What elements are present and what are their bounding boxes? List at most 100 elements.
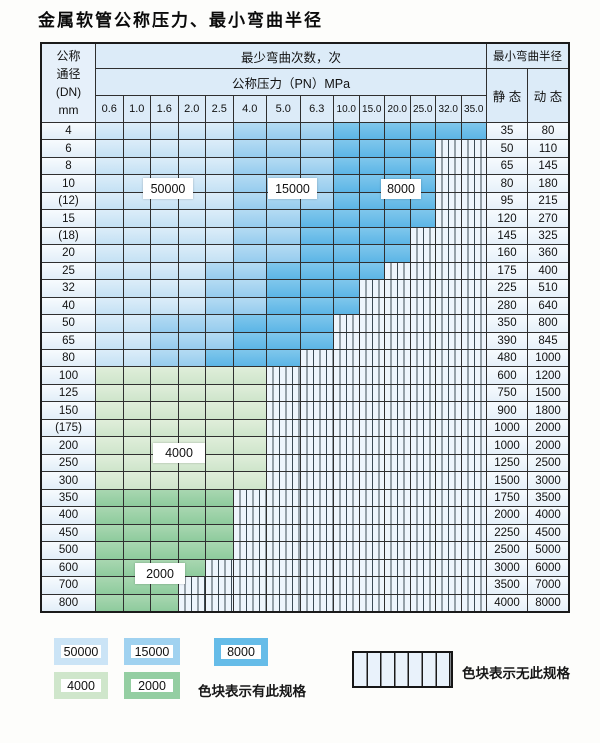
nominal-pressure-header: 公称压力（PN）MPa [96,69,486,95]
spec-cell-none [385,437,410,454]
spec-cell [151,280,178,297]
spec-cell [178,245,205,262]
pressure-tick-2.0: 2.0 [178,96,205,122]
spec-cell-none [334,384,359,402]
spec-cell [96,315,123,332]
pressure-tick-20.0: 20.0 [385,96,410,122]
spec-cell-none [267,524,300,542]
static-radius-cell: 3000 [487,559,527,577]
spec-cell [233,280,266,297]
dynamic-radius-cell: 180 [528,175,568,192]
spec-cell [206,384,233,402]
dynamic-radius-cell: 145 [528,157,568,175]
spec-cell [123,245,150,262]
spec-cell-none [436,297,461,315]
dn-header-line: 公称 [56,49,81,63]
spec-cell [96,140,123,157]
spec-cell [334,262,359,280]
legend-box-4000: 4000 [54,672,108,699]
spec-cell-none [410,297,435,315]
spec-cell [300,280,333,297]
spec-cell-none [267,367,300,384]
spec-cell-none [267,594,300,611]
spec-cell-none [359,315,384,332]
spec-cell-none [461,402,486,419]
spec-cell [123,472,150,489]
spec-cell [123,594,150,611]
spec-cell-none [385,454,410,472]
spec-cell-none [359,350,384,367]
spec-cell [410,210,435,227]
spec-cell [151,367,178,384]
spec-cell [267,350,300,367]
spec-cell-none [267,542,300,559]
spec-cell-none [300,542,333,559]
spec-cell-none [461,437,486,454]
spec-cell-none [334,437,359,454]
spec-cell-none [300,472,333,489]
spec-cell [267,227,300,245]
spec-cell-none [436,227,461,245]
spec-cell-none [410,507,435,524]
spec-cell-none [267,419,300,437]
spec-cell-none [359,402,384,419]
spec-cell [359,140,384,157]
spec-cell [96,419,123,437]
dn-cell: 450 [42,524,95,542]
spec-cell [233,472,266,489]
spec-cell-none [461,542,486,559]
dn-cell: 800 [42,594,95,611]
spec-cell-none [233,594,266,611]
spec-cell-none [436,175,461,192]
spec-cell-none [334,402,359,419]
spec-cell [233,262,266,280]
static-radius-cell: 80 [487,175,527,192]
dn-cell: (18) [42,227,95,245]
spec-cell [206,472,233,489]
dn-cell: 20 [42,245,95,262]
spec-cell-none [300,559,333,577]
spec-cell-none [267,454,300,472]
spec-cell [233,227,266,245]
spec-cell-none [410,315,435,332]
static-radius-cell: 1750 [487,489,527,507]
spec-cell [123,489,150,507]
spec-cell-none [410,367,435,384]
static-radius-cell: 280 [487,297,527,315]
dynamic-radius-cell: 3000 [528,472,568,489]
spec-cell [334,280,359,297]
spec-cell [206,280,233,297]
spec-cell [123,437,150,454]
spec-cell [461,123,486,140]
spec-cell [123,262,150,280]
spec-cell [300,297,333,315]
static-radius-cell: 390 [487,332,527,350]
spec-cell-none [300,419,333,437]
spec-cell [359,175,384,192]
static-radius-cell: 225 [487,280,527,297]
static-radius-cell: 600 [487,367,527,384]
spec-cell-none [359,542,384,559]
spec-cell [178,489,205,507]
spec-cell-none [334,542,359,559]
spec-cell [410,157,435,175]
spec-cell-none [267,384,300,402]
spec-cell-none [233,489,266,507]
spec-cell [436,123,461,140]
spec-cell [385,245,410,262]
spec-cell-none [267,577,300,594]
cycle-label-4000: 4000 [153,443,205,463]
static-radius-cell: 1000 [487,419,527,437]
page-title: 金属软管公称压力、最小弯曲半径 [38,11,323,31]
dynamic-radius-cell: 1000 [528,350,568,367]
spec-cell [178,367,205,384]
spec-cell-none [461,157,486,175]
spec-cell [233,367,266,384]
spec-cell [359,157,384,175]
spec-cell-none [385,507,410,524]
spec-cell [300,123,333,140]
spec-cell [123,157,150,175]
pressure-tick-4.0: 4.0 [233,96,266,122]
dynamic-radius-cell: 4000 [528,507,568,524]
spec-cell-none [461,210,486,227]
